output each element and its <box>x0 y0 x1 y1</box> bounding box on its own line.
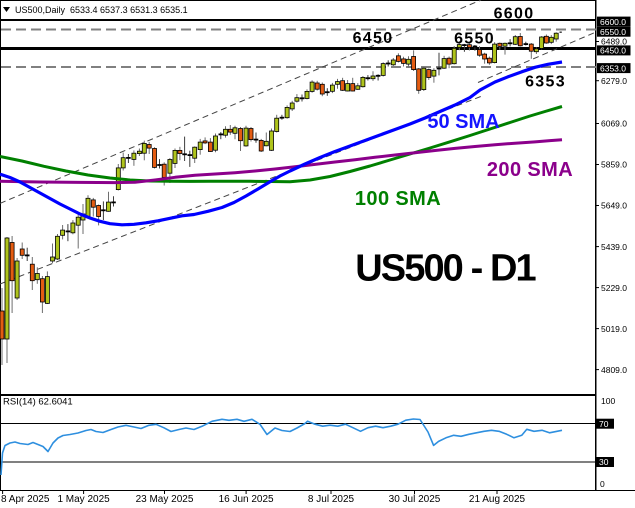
svg-text:0: 0 <box>600 479 605 489</box>
svg-text:30: 30 <box>599 457 609 467</box>
svg-text:70: 70 <box>599 419 609 429</box>
svg-text:100: 100 <box>601 396 615 406</box>
svg-text:100 SMA: 100 SMA <box>355 188 441 210</box>
svg-text:5229.0: 5229.0 <box>601 283 627 293</box>
svg-text:30 Jul 2025: 30 Jul 2025 <box>389 494 441 505</box>
svg-text:US500,Daily 6533.4 6537.3 653: US500,Daily 6533.4 6537.3 6531.3 6535.1 <box>15 5 188 15</box>
svg-text:200 SMA: 200 SMA <box>487 159 573 181</box>
svg-text:6550.0: 6550.0 <box>600 27 626 37</box>
svg-text:23 May 2025: 23 May 2025 <box>136 494 194 505</box>
svg-text:1 May 2025: 1 May 2025 <box>57 494 110 505</box>
svg-text:4809.0: 4809.0 <box>601 365 627 375</box>
svg-text:6353: 6353 <box>525 74 566 91</box>
svg-text:21 Aug 2025: 21 Aug 2025 <box>469 494 526 505</box>
svg-text:5439.0: 5439.0 <box>601 242 627 252</box>
svg-text:50 SMA: 50 SMA <box>427 111 499 133</box>
svg-text:16 Jun 2025: 16 Jun 2025 <box>219 494 274 505</box>
svg-text:8 Jul 2025: 8 Jul 2025 <box>308 494 355 505</box>
svg-text:US500 - D1: US500 - D1 <box>355 248 536 290</box>
svg-text:8 Apr 2025: 8 Apr 2025 <box>1 494 50 505</box>
svg-text:6600.0: 6600.0 <box>600 17 626 27</box>
svg-text:6550: 6550 <box>454 31 495 48</box>
svg-text:6069.0: 6069.0 <box>601 119 627 129</box>
svg-text:RSI(14) 62.6041: RSI(14) 62.6041 <box>3 397 73 408</box>
svg-text:6450.0: 6450.0 <box>600 46 626 56</box>
svg-text:5019.0: 5019.0 <box>601 324 627 334</box>
svg-text:5649.0: 5649.0 <box>601 201 627 211</box>
svg-text:5859.0: 5859.0 <box>601 160 627 170</box>
svg-text:6450: 6450 <box>353 30 394 47</box>
svg-text:6353.0: 6353.0 <box>600 63 626 73</box>
svg-text:6279.0: 6279.0 <box>601 76 627 86</box>
svg-text:6489.0: 6489.0 <box>601 37 627 47</box>
svg-text:6600: 6600 <box>494 6 535 23</box>
